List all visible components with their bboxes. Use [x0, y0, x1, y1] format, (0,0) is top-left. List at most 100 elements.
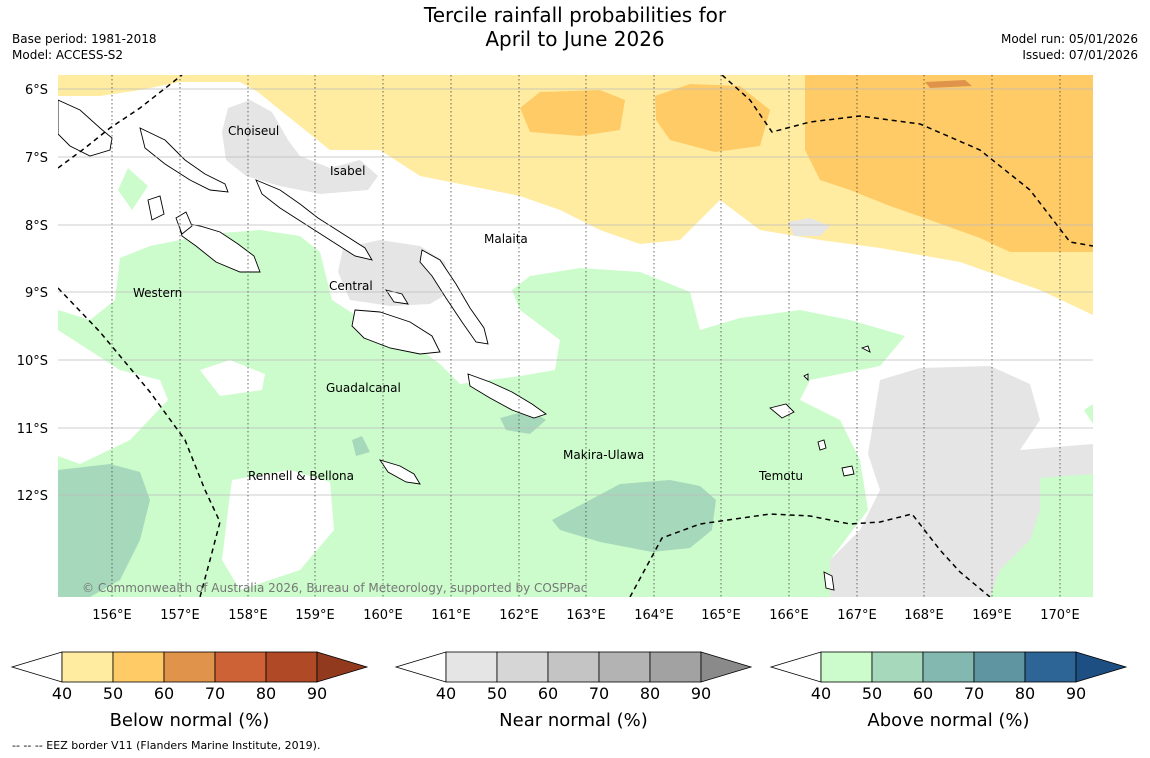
above-normal-region-east-2 — [1084, 404, 1093, 424]
eez-borders — [58, 75, 1093, 597]
lon-label: 167°E — [837, 608, 877, 623]
lon-label: 168°E — [904, 608, 944, 623]
colorbar-tick: 60 — [913, 684, 933, 703]
map-area — [58, 75, 1093, 597]
colorbar-max-arrow — [316, 651, 369, 683]
bougainville-island — [58, 99, 113, 157]
colorbar-segment — [547, 651, 600, 683]
colorbar-segment — [163, 651, 216, 683]
colorbar-segment — [496, 651, 549, 683]
lat-label: 6°S — [25, 83, 48, 98]
lon-label: 162°E — [499, 608, 539, 623]
vella-lavella-island — [147, 195, 165, 221]
label-guadalcanal: Guadalcanal — [326, 381, 401, 395]
title-line-1: Tercile rainfall probabilities for — [423, 3, 727, 27]
florida-island — [384, 289, 409, 305]
issued-date: Issued: 07/01/2026 — [1022, 48, 1138, 62]
colorbar-label: Below normal (%) — [110, 710, 270, 731]
colorbar-tick: 90 — [307, 684, 327, 703]
lat-label: 8°S — [25, 219, 48, 234]
eez-legend-note: -- -- -- EEZ border V11 (Flanders Marine… — [12, 739, 321, 752]
model-name: Model: ACCESS-S2 — [12, 48, 124, 62]
colorbar-tick: 50 — [862, 684, 882, 703]
model-run: Model run: 05/01/2026 — [1000, 32, 1138, 46]
label-choiseul: Choiseul — [228, 124, 279, 138]
meta-right: Model run: 05/01/2026 Issued: 07/01/2026 — [1001, 31, 1138, 63]
below-normal-60-region-2 — [655, 84, 770, 152]
lat-label: 11°S — [17, 422, 48, 437]
label-central: Central — [329, 279, 373, 293]
lon-label: 156°E — [92, 608, 132, 623]
eez-border-west — [58, 287, 221, 597]
colorbar-tick: 40 — [436, 684, 456, 703]
lat-label: 12°S — [17, 489, 48, 504]
lat-gridlines — [58, 88, 1093, 496]
temotu-island-4 — [823, 571, 835, 591]
colorbar-min-arrow — [394, 651, 447, 683]
temotu-island-3 — [817, 439, 827, 451]
above-normal-50-region-sw — [58, 464, 150, 597]
label-malaita: Malaita — [484, 232, 528, 246]
rennell-island — [378, 459, 421, 485]
colorbar-segment — [1024, 651, 1077, 683]
eez-border-north-east — [721, 75, 1093, 247]
colorbar-segment — [214, 651, 267, 683]
colorbar-segment — [820, 651, 873, 683]
lon-label: 163°E — [566, 608, 606, 623]
colorbar-tick: 90 — [691, 684, 711, 703]
colorbar-min-arrow — [10, 651, 63, 683]
makira-island — [467, 373, 547, 419]
choiseul-island — [139, 127, 229, 193]
colorbar-below: 40 50 60 70 80 90 Below normal (%) — [10, 651, 369, 731]
lat-label: 7°S — [25, 151, 48, 166]
new-georgia-island — [177, 221, 261, 273]
neutral-hole-west — [58, 330, 168, 464]
base-period: Base period: 1981-2018 — [12, 32, 157, 46]
colorbar-tick: 50 — [103, 684, 123, 703]
colorbar-max-arrow — [1075, 651, 1128, 683]
label-isabel: Isabel — [330, 164, 365, 178]
label-temotu: Temotu — [758, 469, 803, 483]
colorbar-segment — [598, 651, 651, 683]
below-normal-60-region-3 — [805, 75, 1093, 252]
temotu-island-2 — [841, 465, 855, 477]
colorbar-tick: 60 — [154, 684, 174, 703]
below-normal-60-region — [520, 90, 625, 136]
islands — [58, 99, 871, 591]
copyright-text: © Commonwealth of Australia 2026, Bureau… — [82, 581, 587, 595]
colorbar-tick: 90 — [1066, 684, 1086, 703]
colorbar-above: 40 50 60 70 80 90 Above normal (%) — [769, 651, 1128, 731]
lon-gridlines — [111, 75, 1061, 597]
colorbar-segment — [922, 651, 975, 683]
lon-label: 160°E — [363, 608, 403, 623]
colorbar-label: Near normal (%) — [499, 710, 648, 731]
colorbars: 40 50 60 70 80 90 Below normal (%) 40 50 60 70 80 90… — [10, 651, 1128, 731]
colorbar-segment — [973, 651, 1026, 683]
isabel-island — [255, 179, 373, 261]
colorbar-tick: 70 — [205, 684, 225, 703]
colorbar-max-arrow — [700, 651, 753, 683]
lon-axis-labels: 156°E 157°E 158°E 159°E 160°E 161°E 162°… — [92, 608, 1080, 623]
colorbar-tick: 80 — [1015, 684, 1035, 703]
temotu-island-5 — [860, 345, 871, 353]
above-normal-50-region-tiny — [352, 436, 370, 456]
title-line-2: April to June 2026 — [485, 27, 665, 51]
colorbar-min-arrow — [769, 651, 822, 683]
colorbar-tick: 40 — [52, 684, 72, 703]
colorbar-segment — [112, 651, 165, 683]
label-makira-ulawa: Makira-Ulawa — [563, 448, 644, 462]
lat-axis-labels: 6°S 7°S 8°S 9°S 10°S 11°S 12°S — [17, 83, 48, 504]
lat-label: 10°S — [17, 354, 48, 369]
colorbar-segment — [871, 651, 924, 683]
gridlines — [58, 75, 1093, 597]
malaita-island — [419, 249, 489, 345]
lon-label: 170°E — [1040, 608, 1080, 623]
neutral-hole-south — [222, 470, 334, 590]
near-normal-region-choiseul — [222, 100, 378, 194]
colorbar-tick: 70 — [589, 684, 609, 703]
meta-left: Base period: 1981-2018 Model: ACCESS-S2 — [12, 31, 157, 63]
lon-label: 166°E — [769, 608, 809, 623]
map-title: Tercile rainfall probabilities for April… — [0, 3, 1150, 51]
colorbar-tick: 40 — [811, 684, 831, 703]
colorbar-tick: 50 — [487, 684, 507, 703]
